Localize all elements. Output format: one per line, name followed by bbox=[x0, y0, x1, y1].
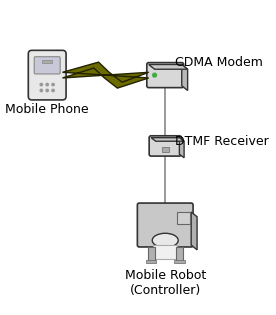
Ellipse shape bbox=[152, 233, 178, 248]
Circle shape bbox=[153, 73, 156, 77]
Polygon shape bbox=[63, 62, 149, 88]
FancyBboxPatch shape bbox=[137, 203, 193, 247]
Bar bbox=[43, 60, 52, 63]
Bar bbox=[176, 248, 183, 262]
Circle shape bbox=[46, 89, 48, 92]
Text: Mobile Robot
(Controller): Mobile Robot (Controller) bbox=[124, 269, 206, 297]
Polygon shape bbox=[182, 65, 188, 90]
FancyBboxPatch shape bbox=[28, 50, 66, 100]
Bar bbox=[174, 260, 185, 263]
Bar bbox=[146, 260, 156, 263]
Polygon shape bbox=[179, 138, 184, 158]
Circle shape bbox=[40, 83, 43, 86]
Polygon shape bbox=[191, 212, 197, 250]
Bar bbox=[153, 245, 177, 259]
FancyBboxPatch shape bbox=[149, 136, 181, 156]
Circle shape bbox=[40, 89, 43, 92]
Polygon shape bbox=[149, 65, 188, 69]
Circle shape bbox=[52, 83, 54, 86]
Bar bbox=[177, 212, 190, 224]
Text: Mobile Phone: Mobile Phone bbox=[5, 103, 89, 117]
Bar bbox=[147, 248, 155, 262]
FancyBboxPatch shape bbox=[147, 63, 184, 88]
Circle shape bbox=[46, 83, 48, 86]
Circle shape bbox=[52, 89, 54, 92]
Text: CDMA Modem: CDMA Modem bbox=[175, 56, 262, 69]
Text: DTMF Receiver: DTMF Receiver bbox=[175, 135, 268, 148]
FancyBboxPatch shape bbox=[34, 57, 60, 74]
Polygon shape bbox=[151, 138, 184, 141]
Bar bbox=[162, 147, 169, 152]
